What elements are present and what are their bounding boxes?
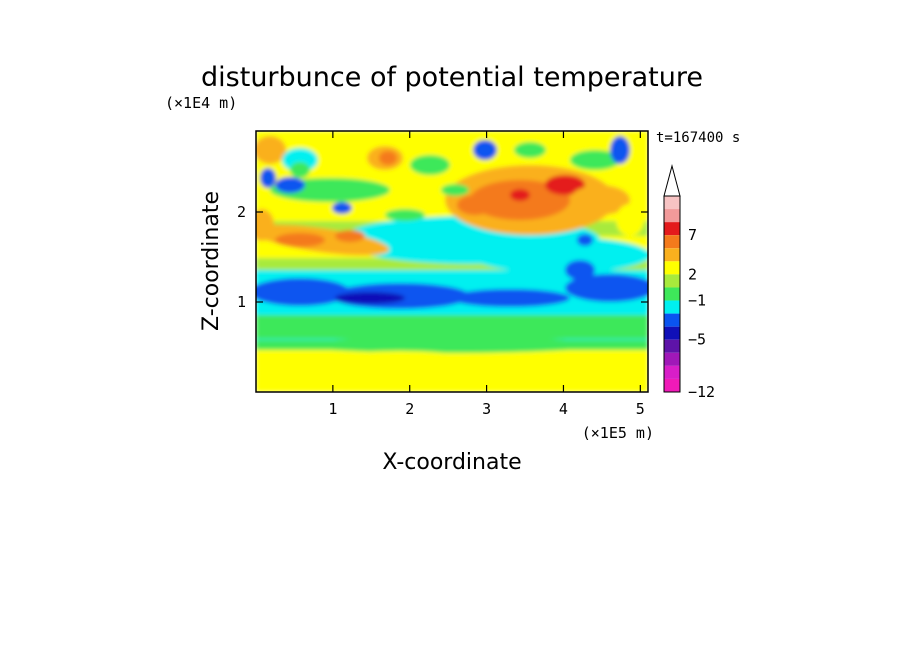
colorbar-swatch (664, 326, 680, 340)
colorbar-swatch (664, 196, 680, 210)
chart-title: disturbunce of potential temperature (201, 62, 703, 93)
x-tick-label: 2 (405, 400, 414, 418)
colorbar-swatch (664, 300, 680, 314)
x-tick-label: 1 (328, 400, 337, 418)
colorbar-swatch (664, 313, 680, 327)
x-axis-unit: (×1E5 m) (582, 424, 654, 442)
x-tick-label: 5 (636, 400, 645, 418)
colorbar-swatch (664, 274, 680, 288)
time-annotation: t=167400 s (656, 130, 740, 146)
y-tick-label: 2 (237, 203, 246, 221)
y-axis-unit: (×1E4 m) (165, 94, 237, 112)
colorbar-swatch (664, 222, 680, 236)
contour-field (256, 131, 648, 392)
colorbar-swatch (664, 209, 680, 223)
colorbar-tick-label: 2 (688, 265, 697, 283)
colorbar-tick-label: 7 (688, 226, 697, 244)
y-axis-label: Z-coordinate (199, 191, 224, 331)
plot-frame (255, 130, 649, 393)
colorbar-tick-label: −5 (688, 331, 706, 349)
colorbar-swatch (664, 287, 680, 301)
colorbar: 7 2 −1 −5 −12 (663, 164, 715, 401)
x-tick-label: 3 (482, 400, 491, 418)
colorbar-tick-label: −1 (688, 292, 706, 310)
colorbar-swatch (664, 352, 680, 366)
colorbar-frame (663, 195, 681, 393)
x-axis: 1 2 3 4 5 (328, 131, 645, 418)
colorbar-tick-label: −12 (688, 383, 715, 401)
colorbar-extend-arrow (663, 164, 681, 197)
colorbar-swatch (664, 248, 680, 262)
colorbar-swatch (664, 339, 680, 353)
y-axis: 12 (237, 203, 648, 311)
colorbar-swatch (664, 235, 680, 249)
y-tick-label: 1 (237, 293, 246, 311)
colorbar-swatch (664, 378, 680, 392)
colorbar-swatch (664, 261, 680, 275)
colorbar-swatch (664, 365, 680, 379)
x-tick-label: 4 (559, 400, 568, 418)
x-axis-label: X-coordinate (382, 450, 521, 475)
